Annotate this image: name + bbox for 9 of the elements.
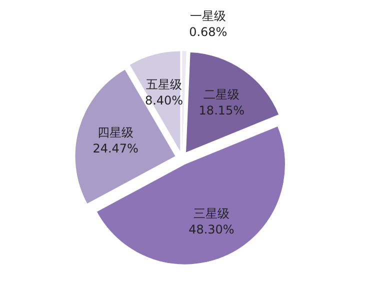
data-label: 0.68% xyxy=(189,25,228,39)
slice-label: 一星级 xyxy=(190,9,226,23)
slice: 二星级 18.15% xyxy=(186,52,279,152)
slice-label: 四星级 xyxy=(98,125,134,140)
data-label: 48.30% xyxy=(188,222,234,236)
slice-label: 二星级 xyxy=(204,88,240,102)
slice-label: 三星级 xyxy=(193,206,230,220)
data-label: 18.15% xyxy=(198,104,245,118)
data-label: 24.47% xyxy=(92,141,138,156)
